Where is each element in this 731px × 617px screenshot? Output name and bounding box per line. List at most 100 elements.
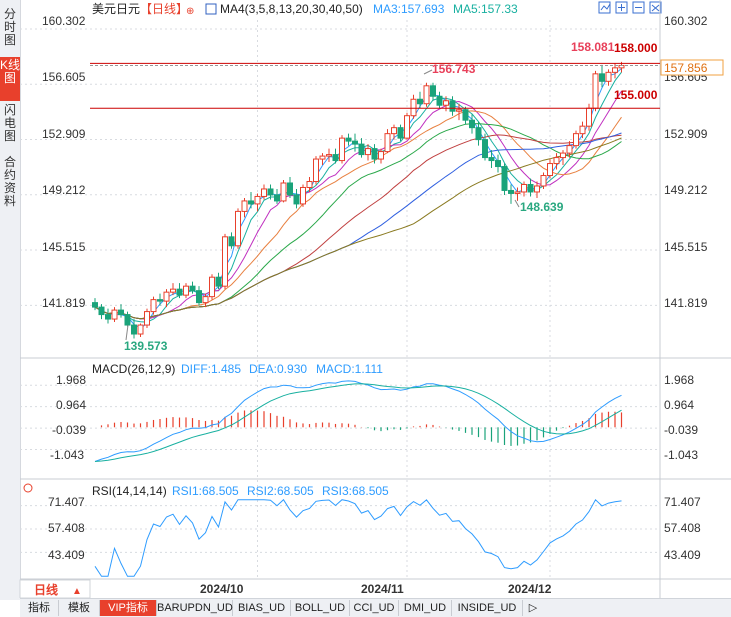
candle-body — [248, 200, 254, 205]
macd-grid — [20, 384, 660, 451]
candle-body — [293, 194, 300, 205]
macd-tick: -0.039 — [664, 423, 698, 437]
chart-area[interactable]: 美元日元 【日线】 ⊕ MA4(3,5,8,13,20,30,40,50) MA… — [0, 0, 731, 598]
candle-body — [183, 285, 189, 296]
candle-body — [241, 200, 248, 212]
price-tick: 152.909 — [664, 127, 708, 141]
candle-body — [287, 182, 293, 196]
candle-body — [417, 98, 423, 105]
tab-dmi[interactable]: DMI_UD — [399, 600, 452, 616]
macd-dea: DEA:0.930 — [249, 362, 307, 376]
candle-body — [228, 236, 235, 247]
tab-barupdn[interactable]: BARUPDN_UD — [157, 600, 233, 616]
ma-line-3 — [94, 68, 622, 329]
candle-body — [300, 186, 306, 205]
candle-body — [410, 98, 417, 117]
macd-lines — [94, 380, 622, 462]
tab-contract-info[interactable]: 合约资料 — [3, 155, 16, 208]
candle-body — [365, 148, 371, 156]
rsi-settings-icon[interactable] — [23, 483, 33, 493]
tab-bias[interactable]: BIAS_UD — [233, 600, 291, 616]
tab-flash[interactable]: 闪电图 — [3, 103, 16, 143]
price-tick-left: 145.515 — [42, 240, 86, 254]
candle-body — [436, 95, 443, 106]
macd-tick-left: -0.039 — [52, 423, 86, 437]
macd-tick: -1.043 — [664, 448, 698, 462]
candle-body — [391, 127, 397, 135]
candlesticks — [92, 61, 625, 339]
candle-body — [358, 143, 365, 156]
tab-template[interactable]: 模板 — [59, 600, 100, 616]
macd-axis: 1.968 0.964 -0.039 -1.043 1.968 0.964 -0… — [50, 373, 698, 462]
moving-average-lines — [94, 68, 622, 329]
candle-body — [170, 288, 176, 293]
candle-body — [98, 306, 105, 316]
candle-body — [612, 67, 618, 73]
candle-body — [430, 85, 436, 97]
min-label: 139.573 — [124, 339, 168, 353]
candle-body — [144, 311, 150, 326]
candle-body — [118, 309, 124, 316]
candle-body — [495, 160, 501, 168]
top-label: 158.081 — [571, 40, 615, 54]
price-tick-left: 160.302 — [42, 14, 86, 28]
candle-body — [131, 324, 137, 335]
zoom-in-icon — [615, 1, 628, 14]
macd-tick-left: 1.968 — [56, 373, 86, 387]
more-tabs-button[interactable]: ▷ — [528, 602, 538, 614]
candle-body — [176, 288, 183, 296]
candle-body — [514, 191, 521, 194]
toolbar-icons[interactable] — [598, 1, 662, 14]
chart-type-icon — [598, 1, 611, 14]
rsi3-value: RSI3:68.505 — [322, 484, 389, 498]
x-label: 2024/10 — [200, 582, 244, 596]
candle-body — [397, 127, 404, 139]
rsi-tick: 71.407 — [664, 495, 701, 509]
x-label: 2024/12 — [508, 582, 552, 596]
candle-body — [501, 166, 508, 191]
candle-body — [306, 180, 313, 188]
candle-body — [267, 188, 274, 196]
candle-body — [215, 276, 222, 287]
candle-body — [345, 137, 352, 142]
candle-body — [404, 115, 410, 139]
candle-body — [449, 100, 456, 112]
tab-kline[interactable]: K线图 — [0, 57, 20, 101]
tab-cci[interactable]: CCI_UD — [350, 600, 399, 616]
rsi-grid — [20, 505, 660, 553]
macd-dea-line — [94, 383, 622, 462]
candle-body — [319, 155, 326, 160]
tab-indicator[interactable]: 指标 — [20, 600, 59, 616]
tab-boll[interactable]: BOLL_UD — [291, 600, 350, 616]
current-price-tag — [660, 59, 724, 76]
ma-line-50 — [94, 137, 622, 320]
rsi-tick: 57.408 — [664, 521, 701, 535]
candle-body — [527, 183, 534, 193]
candle-body — [553, 157, 560, 165]
instrument-title: 美元日元 — [92, 2, 140, 16]
candle-body — [196, 290, 202, 304]
price-tick: 145.515 — [664, 240, 708, 254]
tab-inside[interactable]: INSIDE_UD — [452, 600, 523, 616]
candle-body — [352, 140, 358, 145]
tab-vip-indicator[interactable]: VIP指标 — [100, 600, 157, 616]
rsi-tick-left: 43.409 — [48, 548, 85, 562]
rsi-tick: 43.409 — [664, 548, 701, 562]
candle-body — [261, 188, 267, 197]
candle-body — [339, 137, 345, 162]
tab-time-sharing[interactable]: 分时图 — [3, 7, 16, 47]
ma3-value: MA3:157.693 — [373, 2, 445, 16]
add-icon: ⊕ — [186, 6, 194, 17]
candle-body — [488, 157, 495, 162]
candle-body — [326, 154, 332, 157]
period-selector[interactable] — [19, 579, 91, 598]
candle-body — [313, 158, 319, 182]
candle-body — [222, 236, 228, 287]
price-tick: 141.819 — [664, 296, 708, 310]
price-tick: 149.212 — [664, 183, 708, 197]
macd-diff-line — [94, 380, 622, 462]
candle-body — [202, 296, 209, 304]
candle-body — [456, 109, 462, 112]
candle-body — [482, 139, 488, 159]
candle-body — [157, 299, 163, 302]
